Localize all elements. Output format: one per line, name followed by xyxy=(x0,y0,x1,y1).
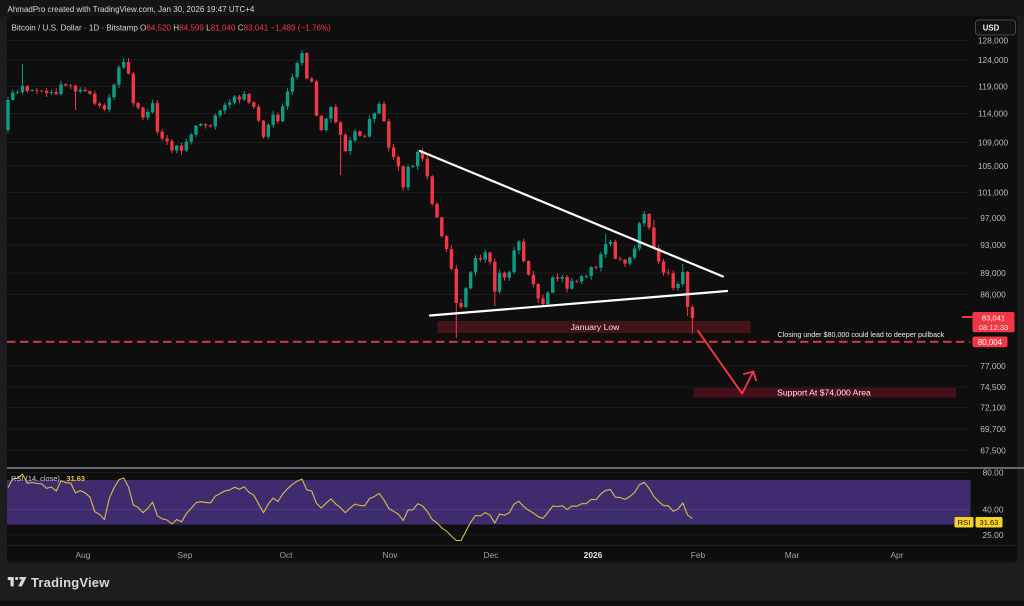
svg-text:2026: 2026 xyxy=(584,550,603,560)
svg-text:119,000: 119,000 xyxy=(978,82,1008,92)
svg-text:67,500: 67,500 xyxy=(980,446,1006,456)
svg-text:Sep: Sep xyxy=(178,550,193,560)
svg-text:77,000: 77,000 xyxy=(980,361,1006,371)
svg-text:Feb: Feb xyxy=(691,550,706,560)
svg-text:80,004: 80,004 xyxy=(978,338,1003,347)
svg-text:Apr: Apr xyxy=(890,550,903,560)
svg-text:114,000: 114,000 xyxy=(978,109,1008,119)
svg-text:83,041: 83,041 xyxy=(982,314,1005,323)
svg-text:08:12:33: 08:12:33 xyxy=(979,323,1009,332)
svg-text:Aug: Aug xyxy=(76,550,91,560)
svg-text:O84,520 H84,599 L81,040 C83: O84,520 H84,599 L81,040 C83,041 −1,489 (… xyxy=(140,24,331,33)
svg-text:Support At $74,000 Area: Support At $74,000 Area xyxy=(777,388,871,398)
svg-text:31.63: 31.63 xyxy=(979,518,998,527)
svg-text:Oct: Oct xyxy=(279,550,293,560)
svg-text:89,000: 89,000 xyxy=(980,268,1006,278)
svg-text:RSI (14, close): RSI (14, close) xyxy=(11,474,60,483)
svg-text:TradingView: TradingView xyxy=(31,575,110,590)
svg-text:72,100: 72,100 xyxy=(980,403,1006,413)
svg-text:Bitcoin / U.S. Dollar · 1D · B: Bitcoin / U.S. Dollar · 1D · Bitstamp xyxy=(12,24,139,33)
svg-text:AhmadPro created with TradingV: AhmadPro created with TradingView.com, J… xyxy=(8,5,255,14)
svg-text:Mar: Mar xyxy=(785,550,800,560)
svg-text:31.63: 31.63 xyxy=(67,474,86,483)
svg-text:RSI: RSI xyxy=(958,518,971,527)
svg-text:Dec: Dec xyxy=(484,550,499,560)
svg-text:109,000: 109,000 xyxy=(978,138,1009,148)
svg-text:128,000: 128,000 xyxy=(978,36,1009,46)
svg-text:Closing under $80,000 could le: Closing under $80,000 could lead to deep… xyxy=(778,331,945,339)
svg-text:101,000: 101,000 xyxy=(978,188,1009,198)
svg-text:74,500: 74,500 xyxy=(980,382,1006,392)
svg-text:40.00: 40.00 xyxy=(983,505,1004,515)
svg-text:25.00: 25.00 xyxy=(983,530,1004,540)
svg-text:Nov: Nov xyxy=(383,550,399,560)
svg-text:80.00: 80.00 xyxy=(983,468,1004,478)
svg-text:97,000: 97,000 xyxy=(980,213,1006,223)
svg-text:93,000: 93,000 xyxy=(980,240,1006,250)
svg-text:86,000: 86,000 xyxy=(980,290,1006,300)
svg-text:USD: USD xyxy=(983,24,1000,33)
svg-text:105,000: 105,000 xyxy=(978,161,1009,171)
svg-text:124,000: 124,000 xyxy=(978,55,1009,65)
svg-text:69,700: 69,700 xyxy=(980,424,1006,434)
svg-text:January Low: January Low xyxy=(571,322,621,332)
